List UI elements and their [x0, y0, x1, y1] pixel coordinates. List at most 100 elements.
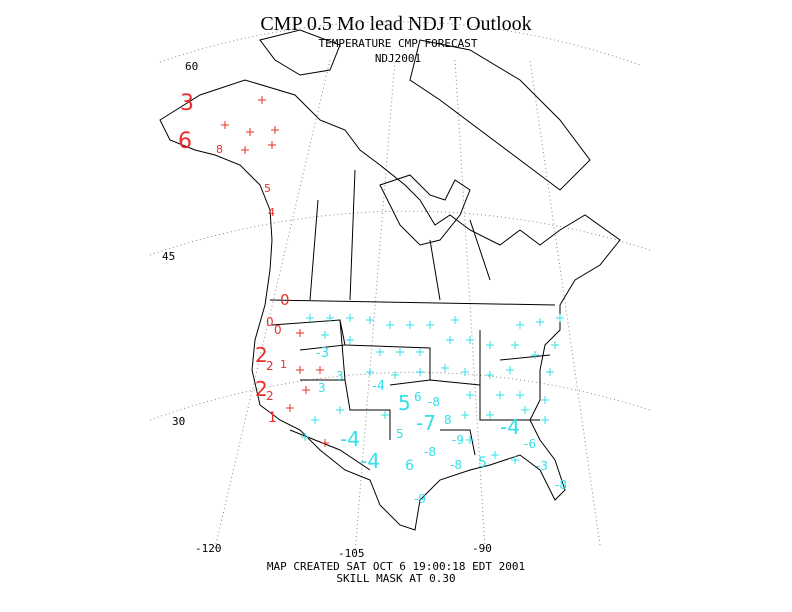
grid-point [268, 141, 276, 149]
grid-point [321, 439, 329, 447]
warm-label: 5 [264, 182, 271, 195]
grid-point [302, 386, 310, 394]
cold-label: 6 [405, 458, 414, 474]
cold-label: -3 [316, 346, 329, 361]
cold-label: -8 [450, 458, 462, 472]
cold-label: 8 [444, 413, 452, 427]
cold-label: 5 [398, 391, 411, 415]
grid-point [521, 406, 529, 414]
grid-point [426, 321, 434, 329]
grid-point [296, 329, 304, 337]
warm-label: 6 [178, 129, 192, 154]
grid-point [271, 126, 279, 134]
warm-label: 2 [266, 359, 274, 373]
page-title: CMP 0.5 Mo lead NDJ T Outlook [260, 13, 531, 35]
grid-point [556, 314, 564, 322]
warm-label: 1 [268, 410, 277, 426]
grid-point [466, 391, 474, 399]
lat-label: 45 [162, 250, 175, 263]
warm-label: 2 [266, 389, 274, 403]
grid-point [406, 321, 414, 329]
cold-label: 3 [336, 369, 344, 383]
grid-point [346, 336, 354, 344]
cold-label: -4 [360, 449, 380, 473]
graticule [149, 21, 651, 554]
cold-label: 5 [478, 455, 487, 471]
cold-label: -8 [424, 445, 436, 459]
grid-point [486, 341, 494, 349]
grid-point [416, 368, 424, 376]
grid-point [511, 341, 519, 349]
grid-point [386, 321, 394, 329]
lon-label: -120 [195, 542, 222, 555]
warm-label: 0 [274, 323, 282, 337]
grid-point [511, 456, 519, 464]
grid-point [496, 391, 504, 399]
grid-point [241, 146, 249, 154]
warm-label: 3 [180, 91, 194, 116]
grid-point [221, 121, 229, 129]
lat-label: 30 [172, 415, 185, 428]
cold-label: -4 [500, 415, 520, 439]
grid-point [306, 314, 314, 322]
grid-point [461, 411, 469, 419]
footer-line: MAP CREATED SAT OCT 6 19:00:18 EDT 2001 [267, 560, 525, 573]
grid-point [258, 96, 266, 104]
grid-point [326, 314, 334, 322]
warm-label: 1 [280, 358, 287, 371]
cold-label: -6 [524, 437, 536, 451]
grid-point [551, 341, 559, 349]
grid-point [321, 331, 329, 339]
warm-label: 2 [255, 343, 268, 367]
grid-point [366, 316, 374, 324]
footer-line: SKILL MASK AT 0.30 [336, 572, 455, 585]
grid-point [346, 314, 354, 322]
cold-label: -8 [555, 478, 567, 492]
cold-label: -7 [416, 411, 436, 435]
grid-point [376, 348, 384, 356]
grid-point [516, 321, 524, 329]
grid-point [336, 406, 344, 414]
grid-point [486, 411, 494, 419]
grid-point [451, 316, 459, 324]
lat-label: 60 [185, 60, 198, 73]
grid-point [366, 368, 374, 376]
grid-point [516, 391, 524, 399]
grid-point [301, 433, 309, 441]
warm-label: 0 [266, 315, 274, 329]
grid-point [296, 366, 304, 374]
warm-label: 4 [268, 206, 275, 219]
coastlines [159, 29, 621, 531]
grid-point [381, 411, 389, 419]
grid-point [541, 416, 549, 424]
lon-label: -105 [338, 547, 365, 560]
cold-label: -9 [452, 433, 464, 447]
grid-point [396, 348, 404, 356]
map-heading: TEMPERATURE CMP FORECAST [319, 37, 478, 50]
cold-label: 5 [396, 427, 404, 441]
grid-point [416, 348, 424, 356]
grid-point [531, 351, 539, 359]
cold-label: -9 [414, 492, 426, 506]
cold-label: 6 [414, 390, 422, 404]
cold-label: 3 [318, 381, 326, 395]
grid-point [246, 128, 254, 136]
cold-label: -4 [372, 379, 385, 394]
grid-point [286, 404, 294, 412]
warm-label: 8 [216, 143, 223, 156]
grid-point [536, 318, 544, 326]
grid-point [441, 364, 449, 372]
warm-label: 0 [280, 291, 290, 309]
cold-label: -8 [428, 395, 440, 409]
grid-point [311, 416, 319, 424]
grid-point [316, 366, 324, 374]
warm-label: 2 [255, 377, 268, 401]
grid-point [486, 371, 494, 379]
cold-label: -3 [536, 459, 548, 473]
grid-point [466, 336, 474, 344]
grid-point [446, 336, 454, 344]
grid-point [461, 368, 469, 376]
grid-point [506, 366, 514, 374]
